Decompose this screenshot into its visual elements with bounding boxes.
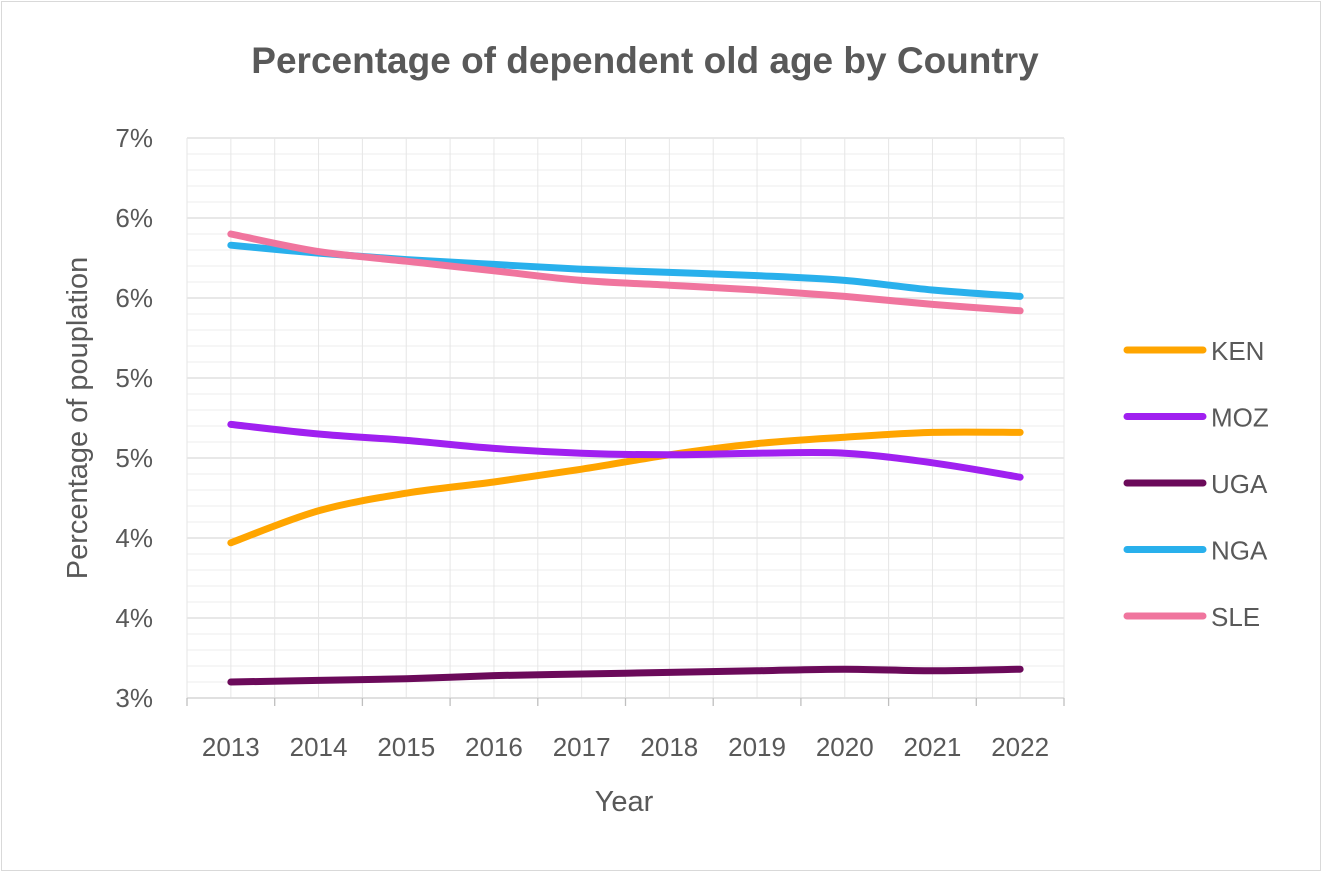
x-tick-label: 2022 [991, 732, 1049, 762]
x-tick-label: 2014 [290, 732, 348, 762]
legend-label-moz: MOZ [1211, 403, 1269, 433]
series-lines [227, 230, 1024, 686]
legend-label-nga: NGA [1211, 536, 1268, 566]
series-line-ken [227, 428, 1024, 547]
series-line-sle [227, 230, 1024, 315]
x-axis-tick-labels: 2013 2014 2015 2016 2017 2018 2019 2020 2021 2022 [202, 732, 1049, 762]
x-tick-label: 2018 [640, 732, 698, 762]
x-tick-label: 2016 [465, 732, 523, 762]
legend: KEN MOZ UGA NGA SLE [1123, 336, 1269, 632]
x-tick-label: 2021 [904, 732, 962, 762]
x-tick-label: 2020 [816, 732, 874, 762]
y-tick-label: 4% [115, 603, 153, 633]
gridlines [186, 137, 1065, 699]
x-tick-label: 2015 [377, 732, 435, 762]
x-tick-label: 2019 [728, 732, 786, 762]
series-line-uga [227, 665, 1024, 686]
y-tick-label: 4% [115, 523, 153, 553]
y-tick-label: 5% [115, 363, 153, 393]
x-axis-title: Year [595, 786, 654, 818]
y-tick-label: 6% [115, 203, 153, 233]
legend-label-uga: UGA [1211, 469, 1268, 499]
y-axis-title: Percentage of pouplation [62, 257, 94, 579]
legend-label-ken: KEN [1211, 336, 1264, 366]
legend-label-sle: SLE [1211, 602, 1260, 632]
series-line-moz [227, 420, 1024, 481]
y-tick-label: 6% [115, 283, 153, 313]
x-tick-label: 2013 [202, 732, 260, 762]
y-tick-label: 3% [115, 683, 153, 713]
y-tick-label: 5% [115, 443, 153, 473]
y-tick-label: 7% [115, 123, 153, 153]
x-axis-tick-marks [186, 698, 1065, 706]
x-tick-label: 2017 [553, 732, 611, 762]
y-axis-tick-labels: 3% 4% 4% 5% 5% 6% 6% 7% [115, 123, 153, 713]
chart-title: Percentage of dependent old age by Count… [251, 40, 1039, 81]
